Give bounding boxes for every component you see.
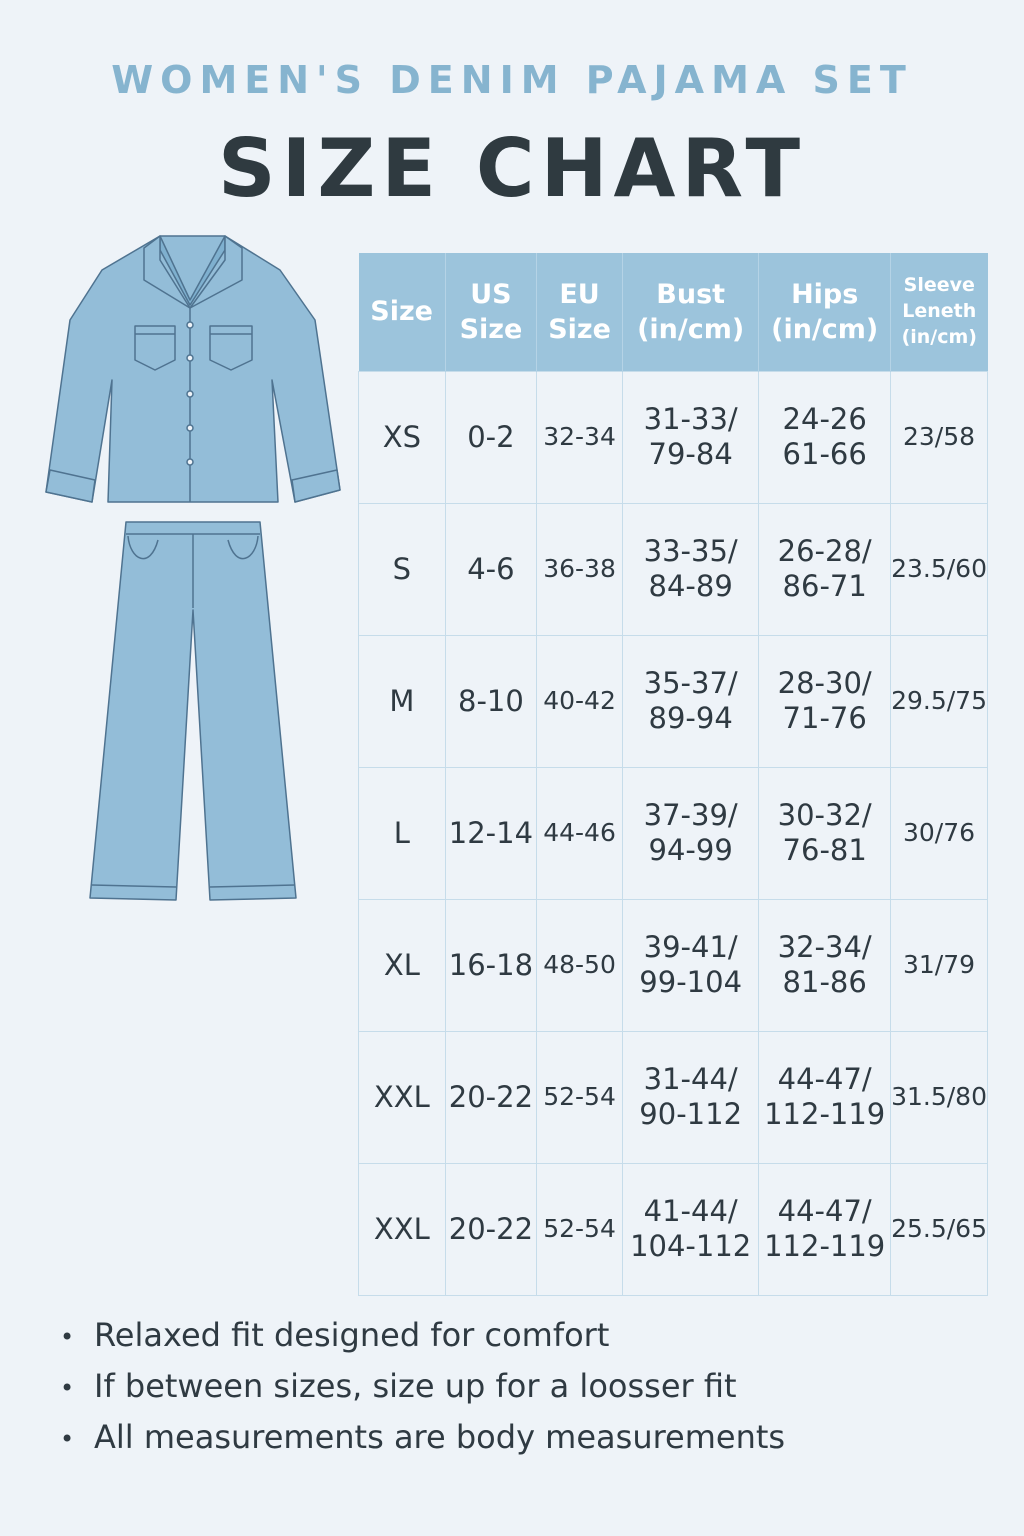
subtitle: WOMEN'S DENIM PAJAMA SET [111, 58, 913, 102]
cell-size: S [358, 502, 446, 636]
notes-list: Relaxed fit designed for comfort If betw… [60, 1312, 785, 1465]
cell-hips: 32-34/81-86 [758, 898, 892, 1032]
cell-hips: 44-47/112-119 [758, 1030, 892, 1164]
cell-us-size: 8-10 [444, 634, 538, 768]
cell-bust: 37-39/94-99 [621, 766, 760, 900]
cell-hips: 26-28/86-71 [758, 502, 892, 636]
cell-bust: 35-37/89-94 [621, 634, 760, 768]
cell-size: L [358, 766, 446, 900]
table-header-row: Size US Size EU Size Bust (in/cm) Hips (in/c… [358, 253, 988, 371]
table-row: XL 16-18 48-50 39-41/99-104 32-34/81-86 31/79 [358, 898, 988, 1032]
note-item: If between sizes, size up for a loosser … [60, 1363, 785, 1414]
note-item: Relaxed fit designed for comfort [60, 1312, 785, 1363]
header-hips: Hips (in/cm) [758, 253, 891, 371]
cell-eu-size: 52-54 [536, 1030, 623, 1164]
cell-sleeve: 25.5/65 [890, 1162, 988, 1296]
cell-hips: 44-47/112-119 [758, 1162, 892, 1296]
cell-sleeve: 29.5/75 [890, 634, 988, 768]
header-us-size: US Size [444, 253, 537, 371]
cell-bust: 31-44/90-112 [621, 1030, 760, 1164]
cell-us-size: 0-2 [444, 370, 538, 504]
cell-bust: 31-33/79-84 [621, 370, 760, 504]
cell-eu-size: 32-34 [536, 370, 623, 504]
cell-sleeve: 23/58 [890, 370, 988, 504]
cell-us-size: 12-14 [444, 766, 538, 900]
cell-hips: 28-30/71-76 [758, 634, 892, 768]
cell-sleeve: 30/76 [890, 766, 988, 900]
table-row: L 12-14 44-46 37-39/94-99 30-32/76-81 30/76 [358, 766, 988, 900]
size-chart-table: Size US Size EU Size Bust (in/cm) Hips (in/c… [358, 253, 988, 1296]
cell-sleeve: 31.5/80 [890, 1030, 988, 1164]
table-row: XXL 20-22 52-54 41-44/104-112 44-47/112-119 2… [358, 1162, 988, 1296]
cell-eu-size: 52-54 [536, 1162, 623, 1296]
cell-size: XXL [358, 1162, 446, 1296]
cell-us-size: 16-18 [444, 898, 538, 1032]
table-row: XS 0-2 32-34 31-33/79-84 24-26 61-66 23/58 [358, 370, 988, 504]
cell-us-size: 20-22 [444, 1162, 538, 1296]
cell-bust: 33-35/84-89 [621, 502, 760, 636]
table-row: XXL 20-22 52-54 31-44/90-112 44-47/112-119 31… [358, 1030, 988, 1164]
cell-size: XXL [358, 1030, 446, 1164]
header-sleeve-length: Sleeve Leneth (in/cm) [890, 253, 988, 371]
cell-eu-size: 36-38 [536, 502, 623, 636]
cell-us-size: 4-6 [444, 502, 538, 636]
cell-sleeve: 31/79 [890, 898, 988, 1032]
pajama-illustration-icon [45, 235, 341, 901]
note-item: All measurements are body measurements [60, 1414, 785, 1465]
cell-size: XL [358, 898, 446, 1032]
cell-bust: 39-41/99-104 [621, 898, 760, 1032]
table-row: S 4-6 36-38 33-35/84-89 26-28/86-71 23.5/60 [358, 502, 988, 636]
cell-size: XS [358, 370, 446, 504]
cell-sleeve: 23.5/60 [890, 502, 988, 636]
header-bust: Bust (in/cm) [621, 253, 759, 371]
table-row: M 8-10 40-42 35-37/89-94 28-30/71-76 29.5/75 [358, 634, 988, 768]
cell-eu-size: 48-50 [536, 898, 623, 1032]
cell-hips: 30-32/76-81 [758, 766, 892, 900]
header-eu-size: EU Size [536, 253, 623, 371]
page-title: SIZE CHART [217, 122, 807, 215]
cell-eu-size: 40-42 [536, 634, 623, 768]
cell-eu-size: 44-46 [536, 766, 623, 900]
cell-size: M [358, 634, 446, 768]
cell-us-size: 20-22 [444, 1030, 538, 1164]
header-size: Size [358, 253, 446, 371]
cell-bust: 41-44/104-112 [621, 1162, 760, 1296]
cell-hips: 24-26 61-66 [758, 370, 892, 504]
